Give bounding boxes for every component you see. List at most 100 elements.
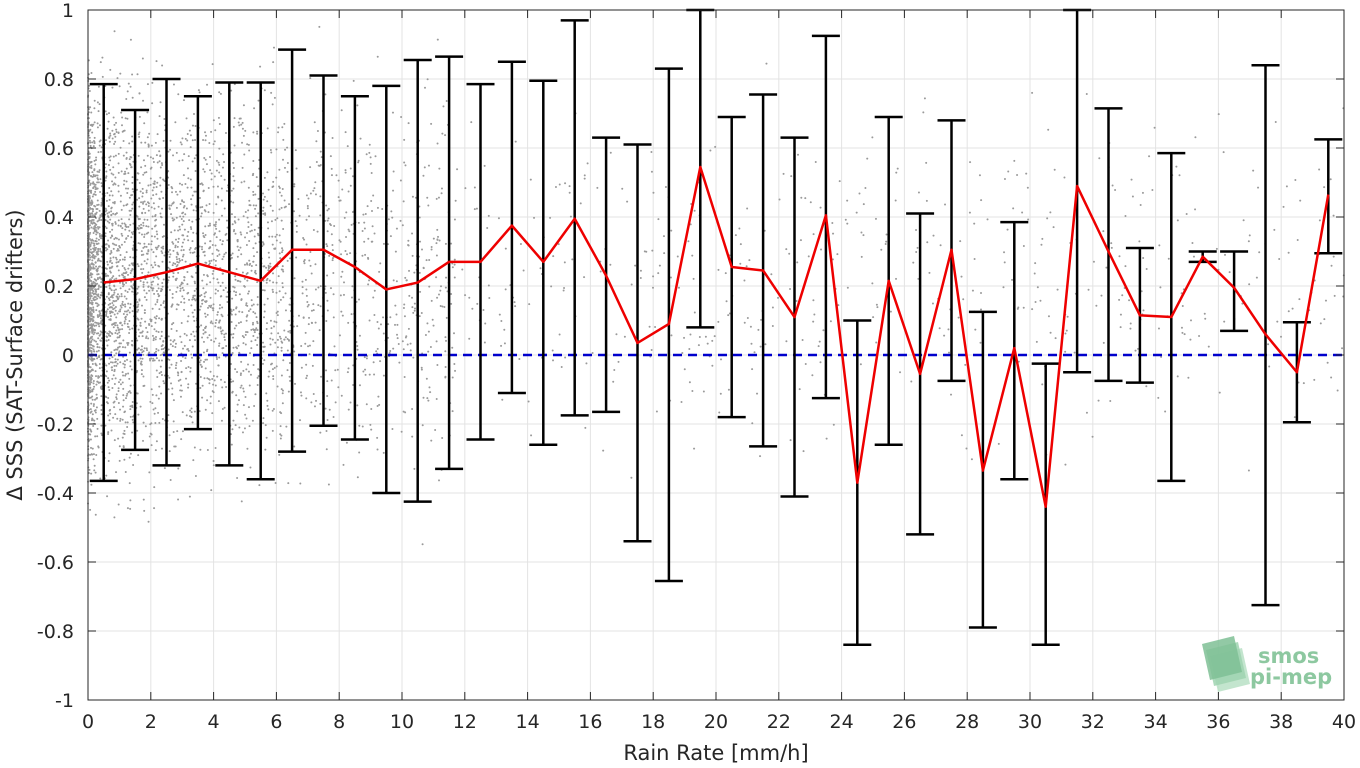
- scatter-point: [252, 131, 255, 134]
- scatter-point: [118, 336, 121, 339]
- scatter-point: [163, 118, 166, 121]
- scatter-point: [136, 263, 139, 266]
- scatter-point: [1021, 211, 1024, 214]
- scatter-point: [801, 338, 804, 341]
- scatter-point: [202, 139, 205, 142]
- scatter-point: [263, 289, 266, 292]
- scatter-point: [92, 221, 95, 224]
- scatter-point: [188, 495, 191, 498]
- scatter-point: [193, 190, 196, 193]
- scatter-point: [96, 207, 99, 210]
- scatter-point: [256, 295, 259, 298]
- scatter-point: [285, 425, 288, 428]
- scatter-point: [221, 243, 224, 246]
- scatter-point: [338, 239, 341, 242]
- scatter-point: [167, 250, 170, 253]
- scatter-point: [1248, 234, 1251, 237]
- scatter-point: [267, 269, 270, 272]
- scatter-point: [551, 349, 554, 352]
- scatter-point: [238, 426, 241, 429]
- scatter-point: [349, 401, 352, 404]
- scatter-point: [439, 289, 442, 292]
- scatter-point: [201, 336, 204, 339]
- scatter-point: [190, 356, 193, 359]
- scatter-point: [223, 333, 226, 336]
- scatter-point: [198, 91, 201, 94]
- scatter-point: [204, 291, 207, 294]
- scatter-point: [316, 230, 319, 233]
- scatter-point: [113, 123, 116, 126]
- scatter-point: [271, 288, 274, 291]
- scatter-point: [277, 301, 280, 304]
- scatter-point: [325, 448, 328, 451]
- scatter-point: [1151, 188, 1154, 191]
- scatter-point: [256, 303, 259, 306]
- scatter-point: [148, 435, 151, 438]
- scatter-point: [168, 204, 171, 207]
- scatter-point: [147, 184, 150, 187]
- scatter-point: [157, 205, 160, 208]
- scatter-point: [118, 245, 121, 248]
- scatter-point: [157, 277, 160, 280]
- scatter-point: [162, 247, 165, 250]
- scatter-point: [199, 305, 202, 308]
- scatter-point: [155, 369, 158, 372]
- scatter-point: [105, 370, 108, 373]
- scatter-point: [115, 130, 118, 133]
- scatter-point: [91, 418, 94, 421]
- scatter-point: [209, 395, 212, 398]
- scatter-point: [270, 327, 273, 330]
- scatter-point: [287, 390, 290, 393]
- scatter-point: [1257, 186, 1260, 189]
- scatter-point: [143, 242, 146, 245]
- scatter-point: [880, 248, 883, 251]
- scatter-point: [234, 221, 237, 224]
- scatter-point: [294, 220, 297, 223]
- scatter-point: [104, 163, 107, 166]
- scatter-point: [232, 166, 235, 169]
- scatter-point: [751, 422, 754, 425]
- scatter-point: [550, 285, 553, 288]
- scatter-point: [293, 277, 296, 280]
- scatter-point: [1091, 435, 1094, 438]
- scatter-point: [151, 227, 154, 230]
- scatter-point: [257, 375, 260, 378]
- scatter-point: [125, 281, 128, 284]
- scatter-point: [276, 385, 279, 388]
- scatter-point: [187, 230, 190, 233]
- scatter-point: [263, 176, 266, 179]
- scatter-point: [514, 305, 517, 308]
- scatter-point: [157, 264, 160, 267]
- scatter-point: [234, 313, 237, 316]
- scatter-point: [925, 161, 928, 164]
- scatter-point: [254, 393, 257, 396]
- scatter-point: [223, 178, 226, 181]
- scatter-point: [113, 291, 116, 294]
- scatter-point: [145, 262, 148, 265]
- scatter-point: [180, 370, 183, 373]
- scatter-point: [203, 292, 206, 295]
- scatter-point: [95, 393, 98, 396]
- scatter-point: [245, 319, 248, 322]
- scatter-point: [153, 486, 156, 489]
- scatter-point: [150, 240, 153, 243]
- scatter-point: [139, 279, 142, 282]
- mean-line-path: [103, 165, 1330, 509]
- scatter-point: [503, 328, 506, 331]
- scatter-point: [180, 384, 183, 387]
- scatter-point: [121, 258, 124, 261]
- scatter-point: [284, 336, 287, 339]
- scatter-point: [1016, 307, 1019, 310]
- scatter-point: [123, 366, 126, 369]
- scatter-point: [271, 209, 274, 212]
- scatter-point: [181, 212, 184, 215]
- scatter-point: [97, 242, 100, 245]
- scatter-point: [860, 255, 863, 258]
- scatter-point: [221, 306, 224, 309]
- scatter-point: [206, 313, 209, 316]
- scatter-point: [91, 282, 94, 285]
- scatter-point: [104, 219, 107, 222]
- scatter-point: [129, 271, 132, 274]
- scatter-point: [95, 233, 98, 236]
- scatter-point: [326, 395, 329, 398]
